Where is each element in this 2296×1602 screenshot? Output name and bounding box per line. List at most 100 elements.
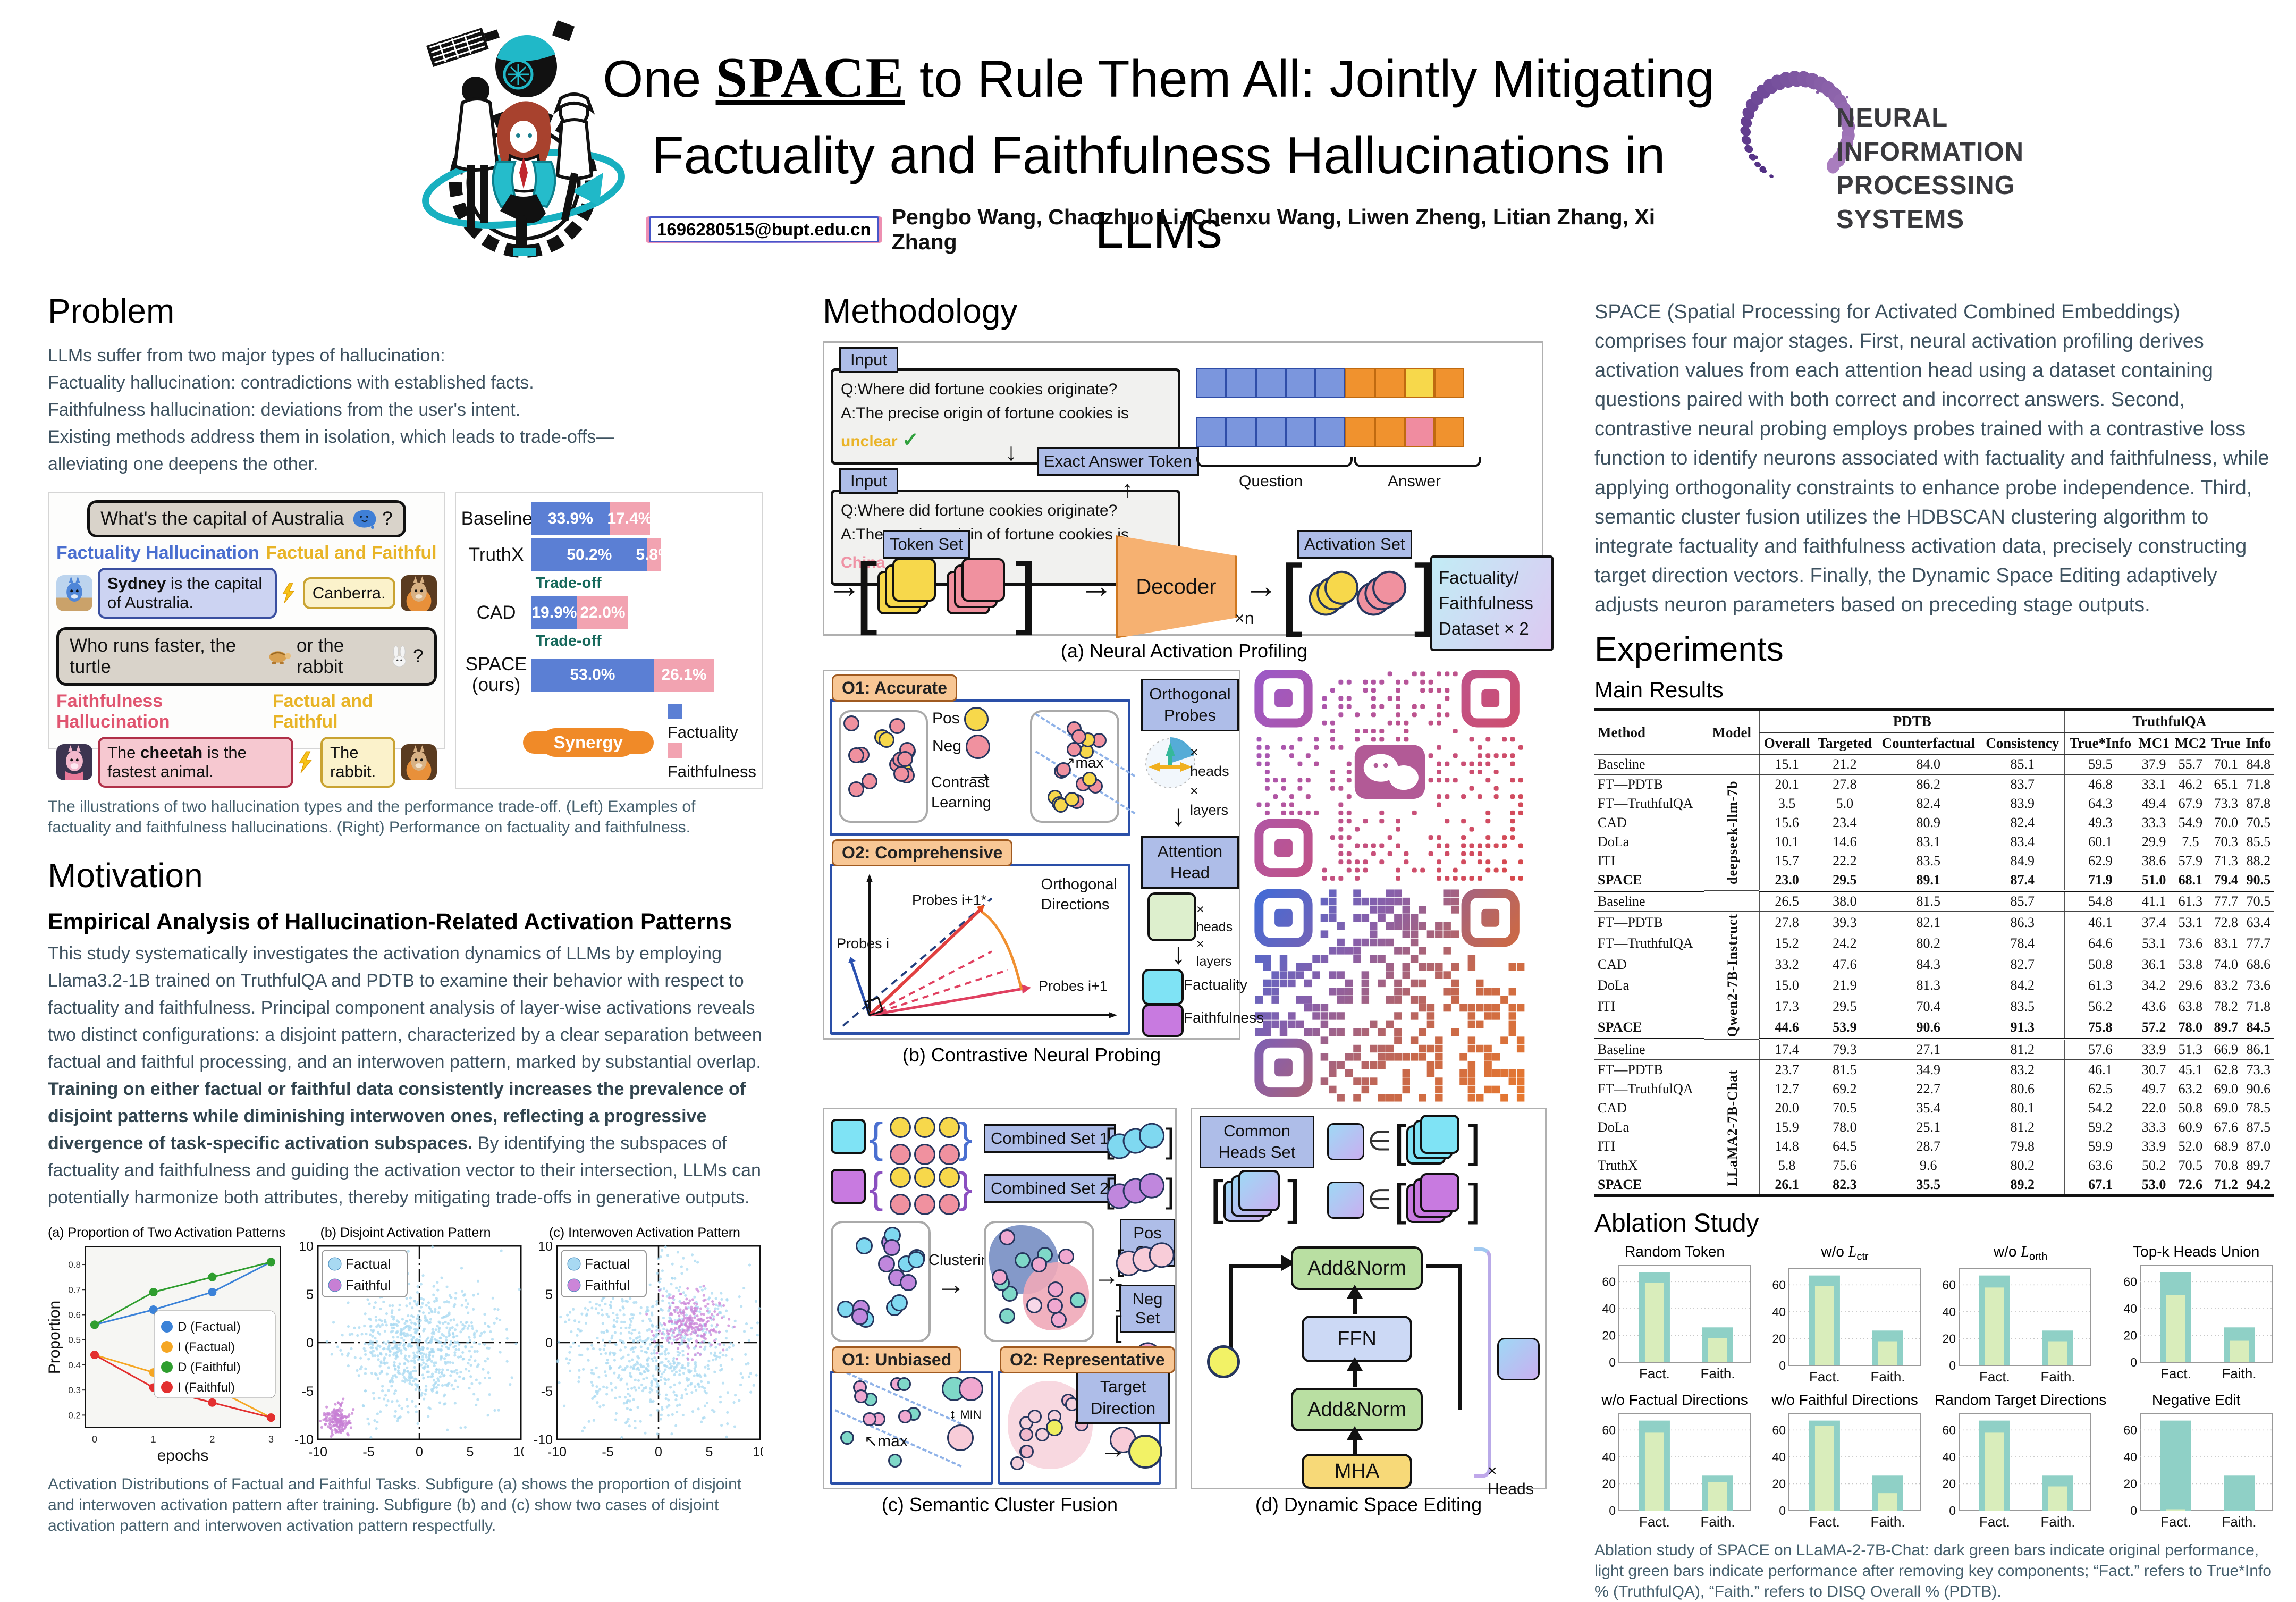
scatter-point <box>680 1272 683 1275</box>
swirl-dot <box>1740 126 1751 137</box>
scatter-point <box>438 1401 442 1404</box>
qr-module <box>1485 753 1491 758</box>
scatter-point <box>614 1396 617 1399</box>
scatter-dot <box>1026 1297 1043 1314</box>
stem-2 <box>1353 1363 1357 1387</box>
scatter-point <box>392 1336 395 1339</box>
legend-swatch <box>667 704 682 719</box>
method-label: Baseline <box>461 508 533 529</box>
y-tick: 40 <box>1772 1450 1786 1464</box>
factual-faithful-label-2: Factual and Faithful <box>272 691 373 732</box>
series-line <box>94 1261 272 1326</box>
scatter-point <box>406 1379 409 1382</box>
y-tick: 20 <box>2124 1477 2138 1490</box>
scatter-point <box>383 1319 386 1322</box>
qa-question-2: Q:Where did fortune cookies originate? <box>841 502 1118 519</box>
qr-module <box>1312 955 1320 963</box>
scatter-point <box>493 1409 496 1412</box>
y-tick: 0 <box>2130 1355 2137 1369</box>
scatter-point <box>342 1415 345 1418</box>
table-cell: 72.6 <box>2178 1177 2203 1193</box>
scatter-point <box>690 1319 693 1322</box>
qr-module <box>1461 835 1466 840</box>
faithfulness-hallucination-label: Faithfulness Hallucination <box>56 691 170 732</box>
qr-module <box>1419 963 1426 971</box>
qr-module <box>1508 1069 1516 1077</box>
scatter-point <box>655 1382 659 1385</box>
scatter-point <box>619 1309 622 1312</box>
scatter-point <box>681 1413 685 1416</box>
scatter-point <box>672 1362 676 1365</box>
qr-module <box>1477 794 1482 799</box>
scatter-point <box>424 1389 427 1392</box>
scatter-dot <box>1046 1297 1063 1314</box>
qr-module <box>1477 859 1482 865</box>
finder-center <box>1274 908 1293 927</box>
scatter-point <box>382 1300 385 1304</box>
scatter-point <box>408 1354 411 1358</box>
scatter-point <box>670 1365 673 1368</box>
scatter-point <box>695 1322 698 1326</box>
answer-token <box>1405 417 1434 447</box>
qr-module <box>1337 1012 1345 1020</box>
scatter-point <box>741 1376 744 1379</box>
scatter-point <box>657 1280 661 1284</box>
scatter-dot <box>900 1274 917 1292</box>
table-row: TruthX 5.8 75.6 9.6 80.2 63.6 50.2 70.5 70.8 89.7 <box>1594 1156 2274 1176</box>
table-cell: 84.0 <box>1876 754 1981 775</box>
table-cell: 34.2 <box>2141 977 2166 993</box>
qr-module <box>1437 761 1441 766</box>
mha-box: MHA <box>1302 1454 1412 1489</box>
scatter-point <box>369 1351 372 1354</box>
scatter-point <box>651 1313 654 1317</box>
table-cell: 24.2 <box>1833 935 1857 951</box>
scatter-point <box>662 1316 665 1320</box>
bar-ablated <box>2048 1341 2067 1365</box>
method-label: TruthX <box>468 544 524 565</box>
qr-module <box>1435 1077 1443 1085</box>
scatter-point <box>451 1326 454 1329</box>
scatter-dot <box>848 781 864 798</box>
qr-module <box>1279 955 1288 963</box>
scatter-point <box>493 1321 496 1325</box>
scatter-dot <box>893 765 910 782</box>
scatter-point <box>500 1249 503 1252</box>
qr-module <box>1289 753 1294 758</box>
qr-module <box>1469 876 1474 881</box>
scatter-point <box>426 1347 429 1350</box>
scatter-point <box>466 1320 469 1324</box>
qr-module <box>1394 1094 1402 1102</box>
qr-module <box>1338 679 1344 685</box>
x-tick: 5 <box>706 1445 713 1460</box>
scatter-point <box>710 1292 714 1295</box>
scatter-point <box>409 1326 412 1329</box>
scatter-point <box>613 1371 616 1375</box>
scatter-point <box>673 1328 677 1331</box>
scatter-point <box>596 1392 599 1395</box>
scatter-point <box>394 1368 397 1371</box>
problem-illustration: What's the capital of Australia ? Factua… <box>48 492 763 789</box>
scatter-point <box>461 1289 464 1293</box>
qr-module <box>1461 794 1466 799</box>
scatter-point <box>384 1342 387 1345</box>
table-cell: 57.9 <box>2178 853 2203 869</box>
scatter-point <box>687 1306 690 1309</box>
x-category-label: Faith. <box>1870 1369 1905 1385</box>
scatter-point <box>680 1394 683 1397</box>
ablation-chart: Negative Edit 0 20 40 60 Fact. Faith. <box>2116 1392 2276 1533</box>
table-cell: 71.8 <box>2246 777 2271 792</box>
table-cell: 49.7 <box>2141 1081 2166 1097</box>
scatter-point <box>641 1389 645 1393</box>
scatter-point <box>693 1316 696 1319</box>
scatter-point <box>707 1297 711 1301</box>
scatter-point <box>394 1410 397 1413</box>
scatter-point <box>690 1253 694 1257</box>
scatter-point <box>578 1369 581 1372</box>
qr-module <box>1412 867 1417 873</box>
qr-module <box>1485 835 1491 840</box>
scatter-point <box>688 1338 691 1342</box>
scatter-point <box>664 1348 668 1351</box>
main-results-label: Main Results <box>1594 677 1724 703</box>
scatter-point <box>676 1363 679 1367</box>
